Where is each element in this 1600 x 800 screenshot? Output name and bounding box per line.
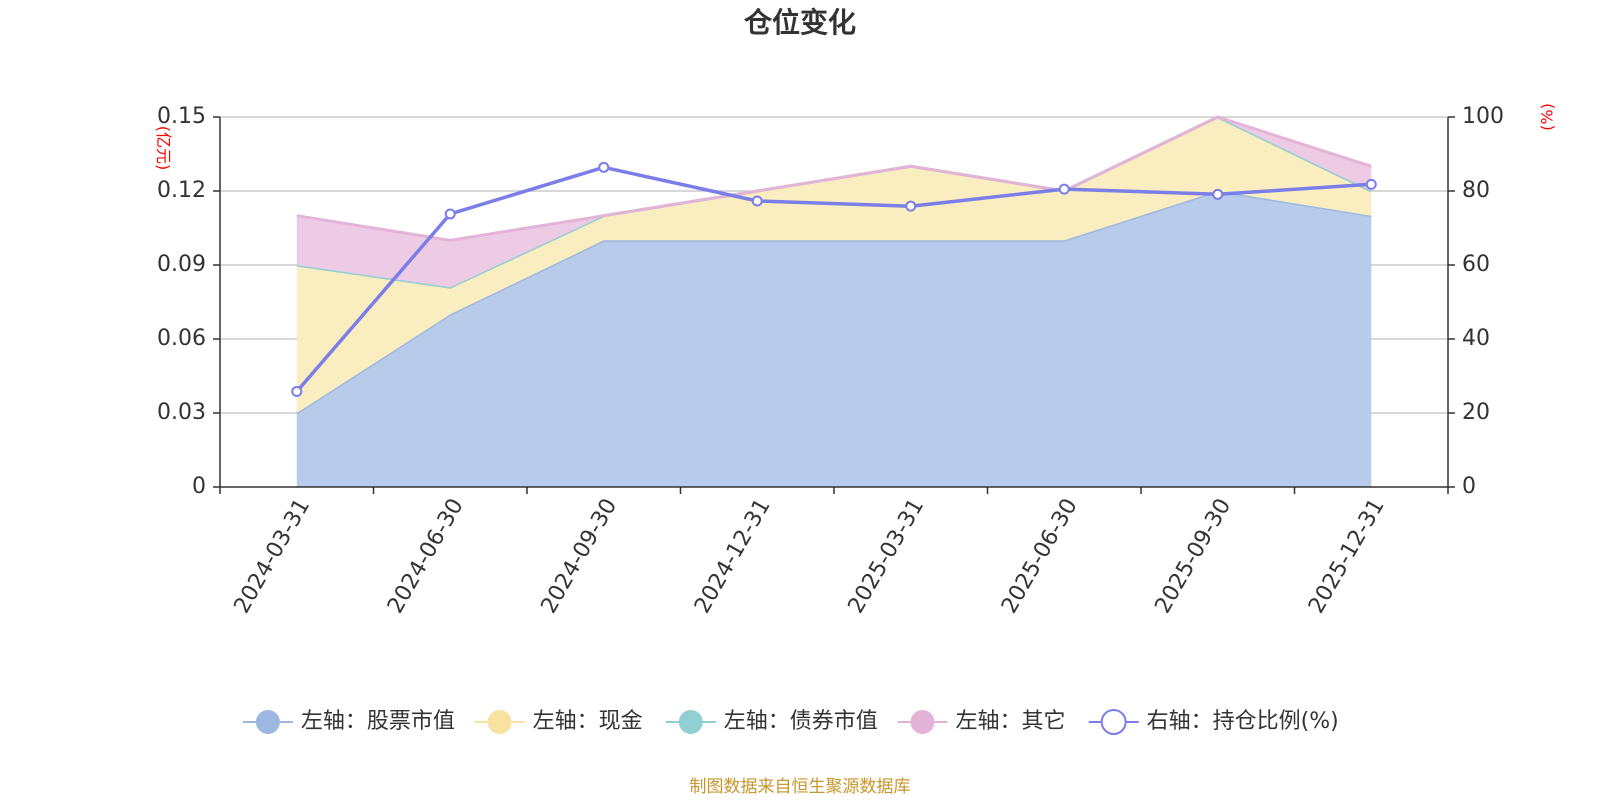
ratio-point [1365, 178, 1377, 190]
legend-item-0[interactable]: 左轴：股票市值 [242, 709, 455, 734]
legend-marker [487, 710, 512, 734]
legend-label: 左轴：债券市值 [724, 709, 878, 734]
area-series-3 [296, 117, 1372, 288]
legend-marker [910, 710, 935, 734]
ratio-point [291, 386, 303, 398]
x-tick-label: 2024-03-31 [230, 495, 316, 618]
ratio-point [751, 195, 763, 207]
ratio-point [1058, 183, 1070, 195]
left-tick-label: 0.06 [157, 326, 206, 351]
right-tick-label: 60 [1462, 252, 1490, 277]
x-tick-label: 2024-12-31 [690, 495, 776, 618]
x-tick-label: 2024-06-30 [383, 495, 469, 618]
left-tick-label: 0.12 [157, 178, 206, 203]
legend-item-1[interactable]: 左轴：现金 [474, 709, 643, 734]
x-tick-label: 2025-12-31 [1304, 495, 1390, 618]
x-tick-label: 2025-03-31 [844, 495, 930, 618]
left-tick-label: 0 [192, 474, 206, 499]
right-tick-label: 20 [1462, 400, 1490, 425]
area-series-line-3 [296, 115, 1372, 242]
x-tick-label: 2024-09-30 [537, 495, 623, 618]
left-axis-unit: (亿元) [154, 126, 173, 171]
right-tick-label: 0 [1462, 474, 1476, 499]
ratio-point [905, 200, 917, 212]
legend-item-4[interactable]: 右轴：持仓比例(%) [1088, 709, 1339, 735]
area-series-0 [296, 191, 1372, 487]
x-tick-label: 2025-06-30 [997, 495, 1083, 618]
legend-marker [678, 710, 703, 734]
left-tick-label: 0.15 [157, 104, 206, 129]
legend-marker [255, 710, 280, 734]
legend-label: 右轴：持仓比例(%) [1147, 709, 1339, 734]
legend-label: 左轴：其它 [955, 709, 1065, 734]
right-tick-label: 40 [1462, 326, 1490, 351]
legend-item-3[interactable]: 左轴：其它 [897, 709, 1065, 734]
legend-marker [1100, 709, 1127, 735]
legend-item-2[interactable]: 左轴：债券市值 [665, 709, 878, 734]
right-axis-unit: (%) [1538, 103, 1557, 131]
x-tick-label: 2025-09-30 [1151, 495, 1237, 618]
ratio-point [1212, 188, 1224, 200]
ratio-line-layer [291, 161, 1377, 398]
chart-title: 仓位变化 [744, 6, 856, 39]
right-tick-label: 100 [1462, 104, 1504, 129]
ratio-point [598, 161, 610, 173]
legend: 左轴：股票市值 左轴：现金 左轴：债券市值 左轴：其它 右轴：持仓比例(%) [242, 709, 1339, 735]
right-tick-label: 80 [1462, 178, 1490, 203]
left-tick-label: 0.09 [157, 252, 206, 277]
area-layer [295, 115, 1372, 487]
left-tick-label: 0.03 [157, 400, 206, 425]
legend-label: 左轴：股票市值 [301, 709, 455, 734]
ratio-point [444, 208, 456, 220]
ratio-line [295, 165, 1372, 393]
legend-label: 左轴：现金 [533, 709, 643, 734]
data-source-note: 制图数据来自恒生聚源数据库 [690, 777, 911, 797]
